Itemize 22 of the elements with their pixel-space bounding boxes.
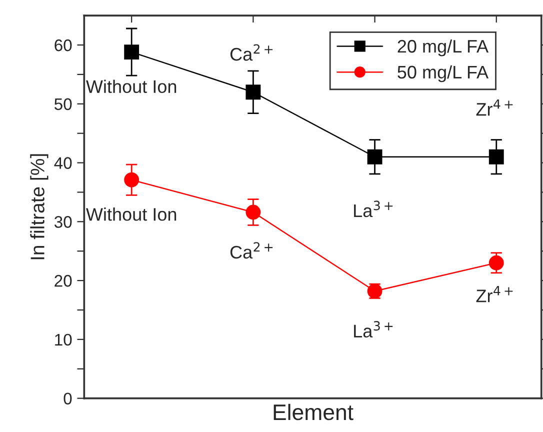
y-tick-label: 60: [54, 39, 72, 52]
point: [488, 149, 504, 164]
y-tick-label: 0: [64, 392, 72, 405]
point: [246, 84, 261, 100]
y-tick-label: 30: [54, 216, 72, 228]
legend-label: 50 mg/L FA: [398, 65, 489, 82]
x-axis-title: Element: [274, 404, 354, 420]
point: [124, 44, 140, 60]
annotation: La$^{3+}$: [354, 321, 393, 338]
y-tick-label: 40: [54, 157, 72, 169]
y-tick-label: 20: [54, 274, 72, 287]
y-axis-title: In filtrate [%]: [30, 154, 48, 260]
annotation: Ca$^{2+}$: [230, 242, 273, 259]
annotation: Zr$^{4+}$: [476, 286, 513, 302]
legend-label: 20 mg/L FA: [398, 39, 489, 56]
y-tick-label: 50: [54, 98, 72, 110]
annotation: Without Ion: [86, 208, 176, 221]
annotation: La$^{3+}$: [354, 200, 393, 218]
annotation: Without Ion: [86, 80, 176, 94]
annotation: Zr$^{4+}$: [476, 99, 513, 116]
y-tick-label: 10: [55, 334, 72, 346]
annotation: Ca$^{2+}$: [230, 44, 273, 61]
